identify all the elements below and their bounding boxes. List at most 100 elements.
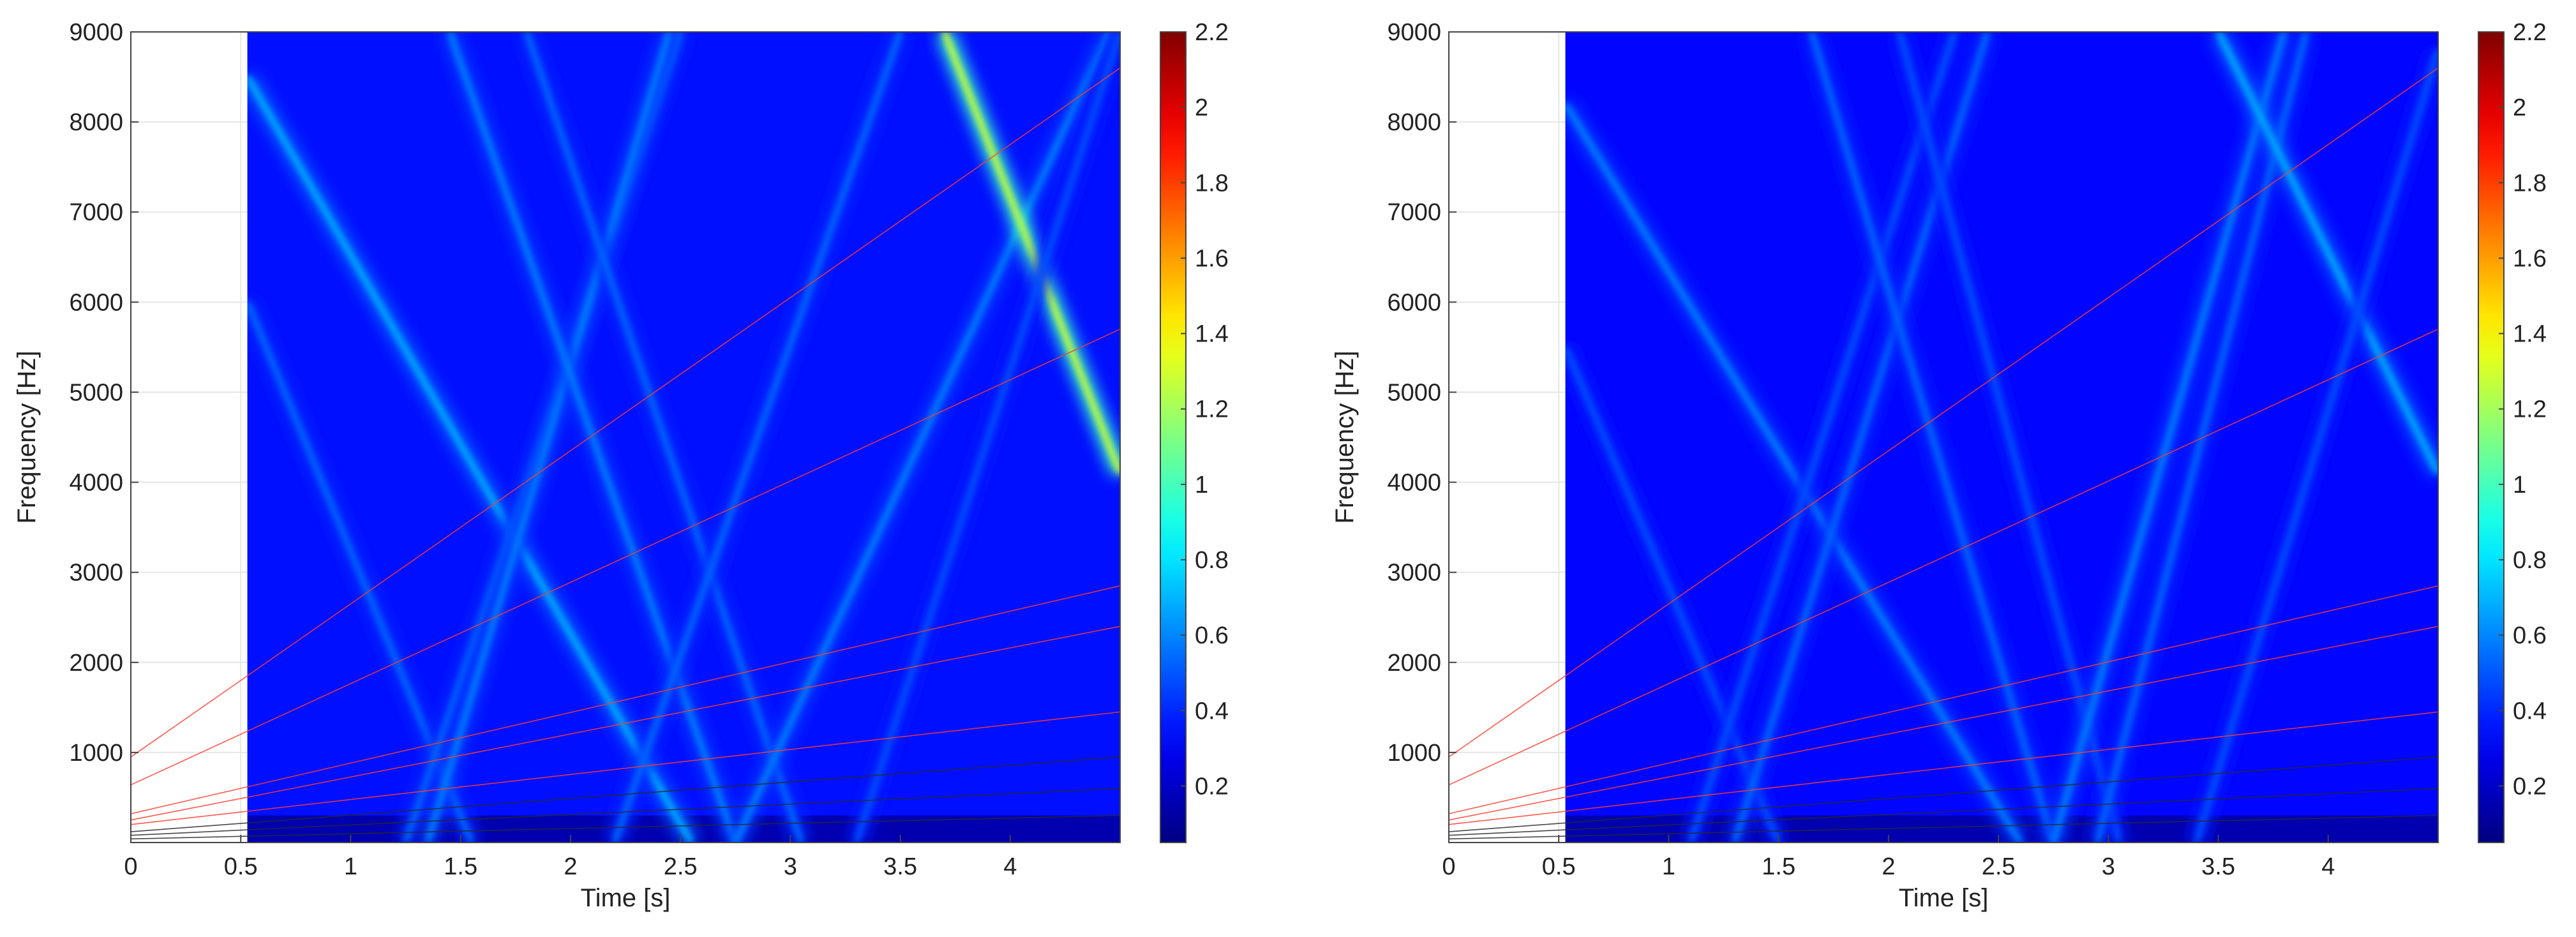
- x-tick-label: 0: [1442, 853, 1455, 880]
- chirp-track-6: [1896, 32, 2122, 843]
- colorbar-tick-label: 1.8: [2513, 170, 2547, 197]
- x-tick-label: 0: [124, 853, 137, 880]
- colorbar-tick-label: 2.2: [1195, 19, 1229, 46]
- y-tick-label: 3000: [1387, 560, 1441, 587]
- harmonic-line-2: [1448, 328, 2439, 786]
- chirp-track-2: [1565, 346, 1781, 843]
- harmonic-line-8: [1448, 814, 2439, 840]
- chirp-track-5: [447, 32, 738, 843]
- x-tick-label: 3.5: [883, 853, 917, 880]
- y-tick-label: 6000: [69, 289, 123, 316]
- x-tick-label: 2.5: [664, 853, 698, 880]
- y-axis-label: Frequency [Hz]: [13, 350, 41, 523]
- chirp-track-10: [853, 32, 1120, 843]
- spectrogram-panel-2: 0 0.5 1 1.5 2 2.5 3 3.5 4 1000 2000 3000 4000 5000 600…: [1331, 19, 2547, 912]
- x-tick-label: 1: [344, 853, 357, 880]
- y-tick-label: 1000: [69, 740, 123, 767]
- harmonic-line-7: [1448, 788, 2439, 836]
- y-tick-label: 9000: [1387, 19, 1441, 46]
- colorbar-tick-label: 1.4: [2513, 321, 2547, 348]
- colorbar-tick-label: 0.2: [2513, 773, 2547, 800]
- x-tick-label: 4: [2321, 853, 2335, 880]
- chirp-track-8: [733, 32, 1112, 843]
- harmonic-line-6: [130, 756, 1121, 832]
- chirp-track-8: [2094, 32, 2309, 843]
- colorbar: 0.2 0.4 0.6 0.8 1 1.2 1.4 1.6 1.8 2 2.2: [2478, 19, 2547, 843]
- y-tick-label: 5000: [1387, 379, 1441, 406]
- x-tick-label: 2.5: [1982, 853, 2016, 880]
- harmonic-line-4: [1448, 626, 2439, 821]
- colorbar-tick-label: 1: [2513, 472, 2526, 498]
- harmonic-line-8: [130, 814, 1121, 840]
- harmonic-line-7: [130, 788, 1121, 836]
- colorbar-tick-label: 1.2: [2513, 396, 2547, 423]
- harmonic-line-3: [1448, 585, 2439, 814]
- y-tick-label: 9000: [69, 19, 123, 46]
- y-tick-label: 8000: [69, 109, 123, 136]
- colorbar-tick-label: 0.8: [1195, 547, 1229, 574]
- x-tick-label: 2: [1882, 853, 1895, 880]
- x-axis-label: Time [s]: [1899, 884, 1989, 912]
- chirp-track-1: [1565, 102, 2023, 843]
- y-tick-label: 8000: [1387, 109, 1441, 136]
- chirp-track-7: [2050, 32, 2288, 843]
- x-tick-label: 1.5: [444, 853, 477, 880]
- harmonic-lines: [130, 67, 1121, 840]
- spectrogram-panel-1: 0 0.5 1 1.5 2 2.5 3 3.5 4 1000 2000 3000 4000 5000 600…: [13, 19, 1229, 912]
- chirp-track-5: [1809, 32, 2056, 843]
- colorbar-tick-label: 2.2: [2513, 19, 2547, 46]
- colorbar-gradient: [2478, 31, 2505, 843]
- chirp-track-4: [1732, 32, 1991, 843]
- chirp-track-9: [941, 32, 1120, 475]
- harmonic-line-1: [130, 67, 1121, 758]
- y-tick-label: 2000: [69, 650, 123, 677]
- axes-box: [130, 31, 1121, 843]
- x-tick-label: 1: [1662, 853, 1675, 880]
- chirp-track-9: [2215, 32, 2439, 475]
- colorbar-tick-label: 0.4: [1195, 698, 1229, 724]
- y-tick-label: 3000: [69, 560, 123, 587]
- chirp-track-1: [247, 75, 694, 843]
- harmonic-line-1: [1448, 67, 2439, 758]
- chirp-track-6: [523, 32, 804, 843]
- x-tick-label: 3: [784, 853, 797, 880]
- colorbar-tick-label: 1.2: [1195, 396, 1229, 423]
- x-tick-label: 1.5: [1762, 853, 1795, 880]
- chirp-track-7: [611, 32, 903, 843]
- y-tick-label: 7000: [69, 199, 123, 226]
- colorbar-tick-label: 2: [2513, 94, 2526, 121]
- y-axis-label: Frequency [Hz]: [1331, 350, 1359, 523]
- x-axis-label: Time [s]: [581, 884, 671, 912]
- chirp-track-10: [2193, 49, 2439, 843]
- x-tick-label: 3: [2102, 853, 2115, 880]
- y-tick-label: 7000: [1387, 199, 1441, 226]
- x-tick-label: 3.5: [2201, 853, 2235, 880]
- x-tick-label: 4: [1003, 853, 1017, 880]
- colorbar-tick-label: 1.4: [1195, 321, 1229, 348]
- y-tick-label: 6000: [1387, 289, 1441, 316]
- x-tick-label: 2: [564, 853, 577, 880]
- x-tick-label: 0.5: [224, 853, 258, 880]
- spectrogram-image: [247, 32, 1120, 843]
- y-tick-label: 1000: [1387, 740, 1441, 767]
- colorbar-tick-label: 0.6: [2513, 622, 2547, 649]
- y-tick-label: 2000: [1387, 650, 1441, 677]
- harmonic-line-3: [130, 585, 1121, 814]
- colorbar-tick-label: 1.6: [2513, 245, 2547, 272]
- colorbar-gradient: [1160, 31, 1187, 843]
- harmonic-line-5: [130, 711, 1121, 825]
- harmonic-line-5: [1448, 711, 2439, 825]
- y-tick-label: 5000: [69, 379, 123, 406]
- x-tick-label: 0.5: [1542, 853, 1576, 880]
- colorbar-tick-label: 0.8: [2513, 547, 2547, 574]
- colorbar-tick-label: 1.8: [1195, 170, 1229, 197]
- harmonic-line-6: [1448, 756, 2439, 832]
- spectrogram-image: [1565, 32, 2439, 843]
- colorbar-tick-label: 2: [1195, 94, 1208, 121]
- y-tick-label: 4000: [1387, 470, 1441, 497]
- colorbar-tick-label: 0.6: [1195, 622, 1229, 649]
- harmonic-lines: [1448, 67, 2439, 840]
- colorbar-tick-label: 1.6: [1195, 245, 1229, 272]
- y-tick-label: 4000: [69, 470, 123, 497]
